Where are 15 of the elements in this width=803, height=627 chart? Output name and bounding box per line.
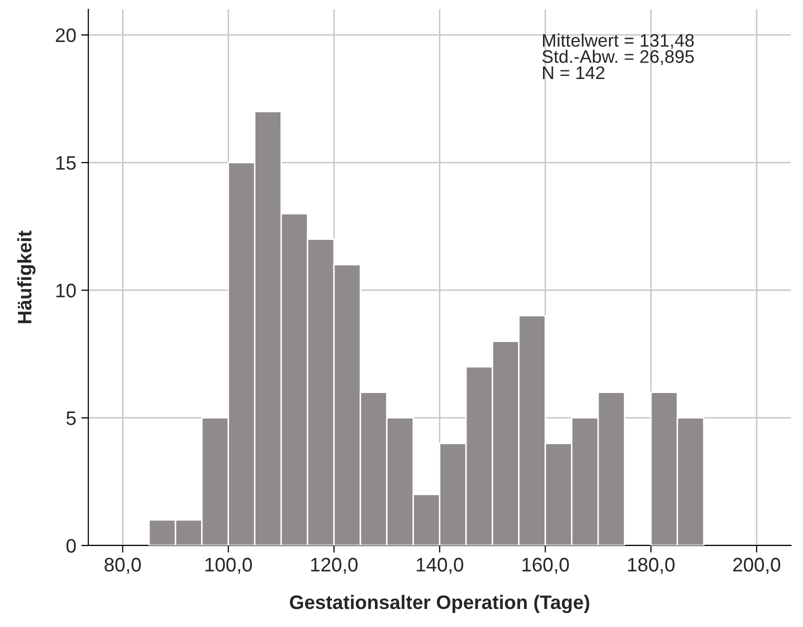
y-tick-label: 20: [56, 28, 76, 42]
x-tick-label: 120,0: [311, 558, 358, 574]
y-tick-label: 5: [66, 412, 76, 426]
x-tick-label: 80,0: [104, 558, 141, 574]
x-tick-label: 160,0: [522, 558, 569, 574]
annotation: Mittelwert = 131,48 Std.-Abw. = 26,895 N = 142: [542, 34, 694, 79]
x-axis-title: Gestationsalter Operation (Tage): [290, 594, 590, 614]
x-tick-label: 100,0: [205, 558, 252, 574]
x-tick-label: 200,0: [733, 558, 780, 574]
y-tick-label: 10: [56, 284, 76, 298]
y-tick-label: 15: [56, 156, 76, 170]
y-tick-label: 0: [66, 538, 76, 553]
x-tick-label: 140,0: [416, 558, 464, 574]
y-axis-title: Häufigkeit: [17, 230, 36, 324]
x-tick-label: 180,0: [628, 558, 675, 574]
